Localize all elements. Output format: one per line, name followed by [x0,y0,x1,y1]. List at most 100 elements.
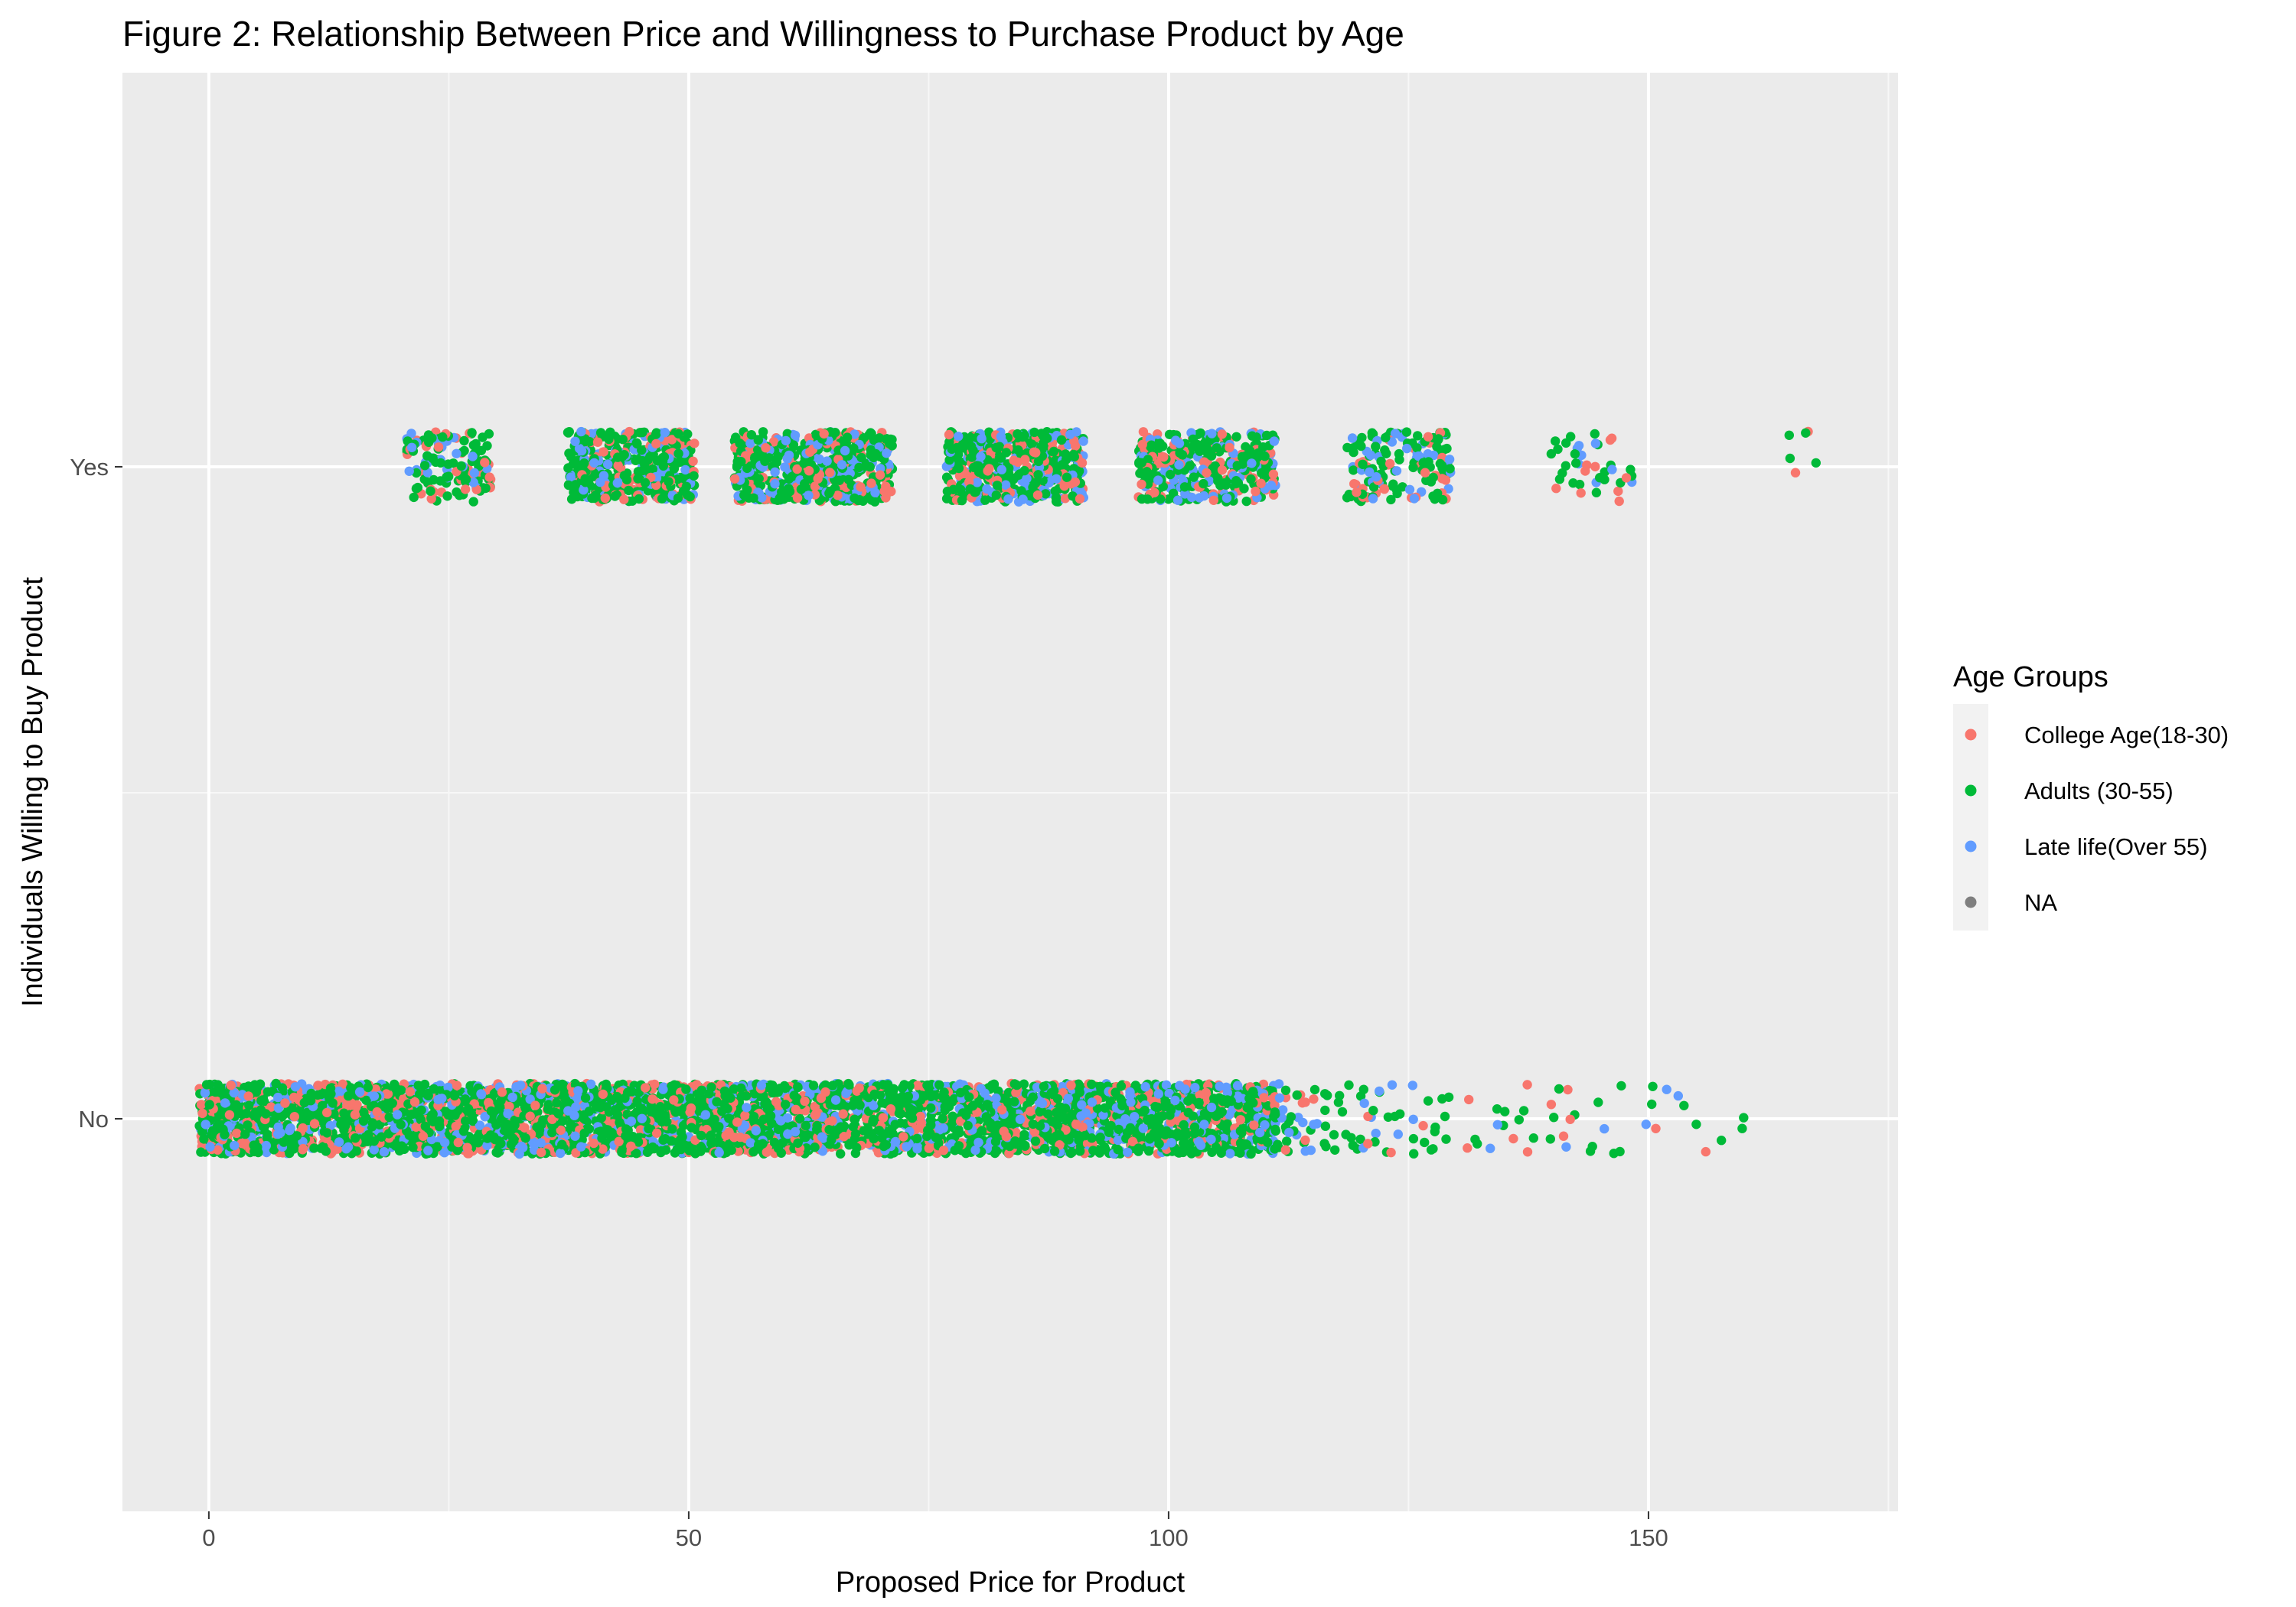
data-point [442,491,452,501]
data-point [780,462,790,472]
data-point [760,456,770,466]
data-point [982,484,992,494]
data-point [476,445,487,455]
data-point [944,455,954,465]
data-point [1811,458,1821,468]
chart-title: Figure 2: Relationship Between Price and… [122,14,1404,54]
data-point [1052,474,1062,484]
data-point [1247,431,1257,441]
data-point [1202,468,1212,478]
data-point [673,493,683,504]
data-point [1188,434,1199,445]
data-point [1001,448,1012,458]
data-point [619,471,630,481]
data-point [954,432,964,442]
data-point [1105,1097,1116,1107]
data-point [428,454,438,464]
data-point [840,445,850,456]
data-point [1381,432,1391,443]
data-point [837,460,847,470]
data-point [612,478,622,488]
data-point [1606,433,1617,443]
data-point [591,490,601,500]
data-point [637,445,647,455]
data-point [480,458,490,468]
data-point [957,495,967,506]
data-point [1217,465,1228,475]
data-point [442,472,452,482]
data-point [822,456,832,466]
data-point [1801,428,1811,438]
data-point [467,428,477,438]
data-point [595,478,605,487]
data-point [426,486,435,496]
data-point [1150,487,1159,497]
data-point [1251,486,1261,497]
data-point [570,480,581,490]
data-point [1179,1138,1189,1148]
data-point [1246,474,1256,484]
data-point [1546,448,1557,459]
data-point [435,458,445,468]
data-point [790,430,801,441]
data-point [638,427,647,438]
data-point [1591,487,1602,497]
data-point [1576,488,1586,498]
data-point [1065,429,1075,439]
data-point [1041,489,1051,499]
data-point [969,462,979,472]
data-point [758,427,768,437]
data-point [619,494,629,504]
data-point [1358,459,1368,469]
data-point [569,487,579,497]
data-point [1437,494,1448,505]
data-point [974,1115,984,1126]
data-point [1146,442,1156,452]
data-point [633,474,643,484]
data-point [1445,464,1455,474]
data-point [1077,458,1088,468]
data-point [941,494,952,504]
data-point [729,1084,739,1094]
data-point [1394,455,1404,464]
data-point [1367,428,1378,438]
data-point [618,435,628,445]
data-point [690,438,700,448]
data-point [1241,496,1251,507]
data-point [948,484,959,494]
data-point [956,484,966,495]
data-point [792,464,802,474]
data-point [1349,447,1358,458]
data-point [411,468,422,478]
data-point [1062,472,1072,482]
data-point [866,430,876,441]
data-point [468,451,478,461]
data-point [965,484,975,494]
data-point [1172,495,1183,505]
data-point [419,461,430,471]
data-point [564,448,574,458]
data-point [1420,468,1430,478]
data-point [576,445,587,456]
data-point [1161,1080,1172,1090]
data-point [406,442,417,452]
data-point [685,491,695,502]
data-point [200,1088,210,1098]
data-point [1570,449,1580,459]
data-point [1440,475,1451,485]
data-point [768,437,779,447]
data-point [1365,450,1376,460]
data-point [784,450,794,461]
data-point [1347,433,1358,443]
data-point [1401,427,1412,437]
data-point [1137,458,1147,468]
data-point [481,483,491,494]
data-point [1408,462,1418,473]
data-point [1033,470,1043,480]
data-point [1344,489,1355,500]
data-point [1435,458,1446,469]
data-point [1019,465,1029,476]
data-point [1590,461,1600,471]
data-point [1557,468,1567,478]
